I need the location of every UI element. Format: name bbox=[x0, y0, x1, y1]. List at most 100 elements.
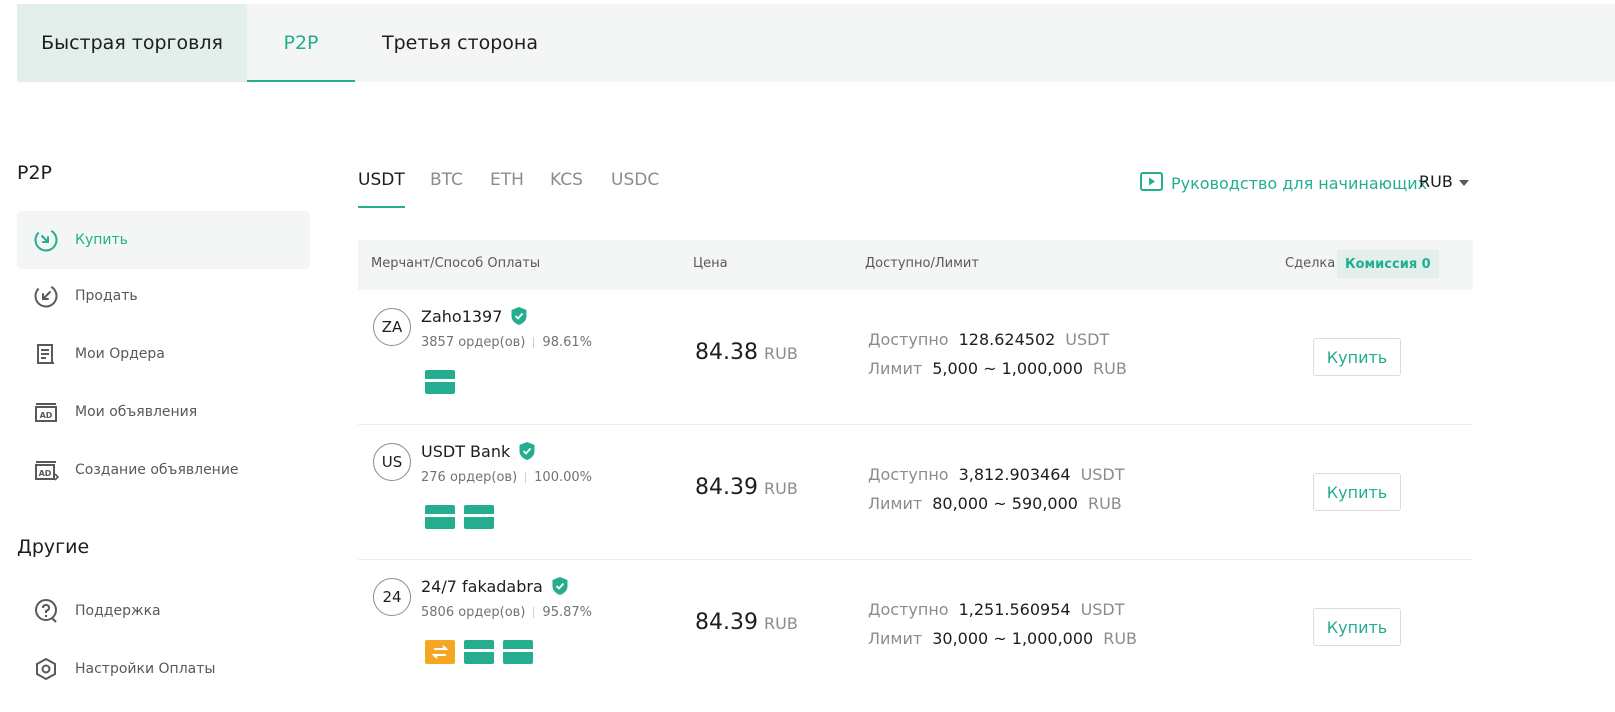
bank-card-icon bbox=[425, 505, 455, 529]
play-icon bbox=[1140, 172, 1163, 195]
sidebar-item-orders[interactable]: Мои Ордера bbox=[17, 325, 310, 383]
available-unit: USDT bbox=[1065, 330, 1110, 349]
price-value: 84.39 bbox=[695, 475, 758, 500]
order-count: 5806 ордер(ов) bbox=[421, 605, 526, 620]
merchant-stats: 276 ордер(ов) 100.00% bbox=[421, 470, 592, 485]
tab-coin-eth[interactable]: ETH bbox=[490, 170, 524, 190]
currency-select[interactable]: RUB bbox=[1419, 172, 1469, 191]
merchant-stats: 5806 ордер(ов) 95.87% bbox=[421, 605, 592, 620]
table-row: ZA Zaho1397 3857 ордер(ов) 98.61% 84.38 … bbox=[358, 290, 1473, 425]
header-available: Доступно/Лимит bbox=[865, 256, 979, 271]
create-ad-icon: AD bbox=[33, 457, 59, 483]
tab-coin-usdt[interactable]: USDT bbox=[358, 170, 405, 208]
merchant-name[interactable]: USDT Bank bbox=[421, 441, 536, 461]
limit-label: Лимит bbox=[868, 494, 923, 513]
table-row: 24 24/7 fakadabra 5806 ордер(ов) 95.87% … bbox=[358, 560, 1473, 695]
header-price: Цена bbox=[693, 256, 728, 271]
tab-third-party[interactable]: Третья сторона bbox=[382, 32, 538, 54]
divider bbox=[533, 607, 535, 618]
sidebar-heading-other: Другие bbox=[17, 536, 90, 558]
sidebar-item-buy[interactable]: Купить bbox=[17, 211, 310, 269]
sell-icon bbox=[33, 283, 59, 309]
tab-p2p[interactable]: P2P bbox=[247, 4, 355, 82]
availability: Доступно 3,812.903464 USDT Лимит 80,000 … bbox=[868, 465, 1125, 523]
buy-button[interactable]: Купить bbox=[1313, 473, 1401, 511]
price: 84.38 RUB bbox=[695, 340, 798, 365]
limit-value: 5,000 ~ 1,000,000 bbox=[932, 359, 1084, 378]
tab-quick-trade[interactable]: Быстрая торговля bbox=[17, 4, 247, 82]
table-row: US USDT Bank 276 ордер(ов) 100.00% 84.39… bbox=[358, 425, 1473, 560]
sidebar-item-payment-settings[interactable]: Настройки Оплаты bbox=[17, 640, 310, 698]
avatar: US bbox=[373, 443, 411, 481]
sidebar-item-sell[interactable]: Продать bbox=[17, 267, 310, 325]
divider bbox=[533, 337, 535, 348]
sidebar-item-label: Купить bbox=[75, 232, 128, 248]
tab-coin-usdc[interactable]: USDC bbox=[611, 170, 660, 190]
header-merchant: Мерчант/Способ Оплаты bbox=[371, 256, 541, 271]
completion-rate: 98.61% bbox=[542, 335, 592, 350]
sidebar-item-label: Мои объявления bbox=[75, 404, 198, 420]
buy-button[interactable]: Купить bbox=[1313, 338, 1401, 376]
sidebar-item-label: Мои Ордера bbox=[75, 346, 165, 362]
available-value: 128.624502 bbox=[958, 330, 1056, 349]
bank-card-icon bbox=[464, 505, 494, 529]
merchant-name-text: USDT Bank bbox=[421, 441, 511, 461]
availability: Доступно 1,251.560954 USDT Лимит 30,000 … bbox=[868, 600, 1137, 658]
sidebar-item-label: Создание объявление bbox=[75, 462, 239, 478]
merchant-name[interactable]: 24/7 fakadabra bbox=[421, 576, 569, 596]
caret-down-icon bbox=[1458, 179, 1469, 186]
svg-text:AD: AD bbox=[39, 469, 52, 478]
verified-shield-icon bbox=[510, 306, 528, 326]
svg-text:AD: AD bbox=[40, 411, 53, 420]
price: 84.39 RUB bbox=[695, 475, 798, 500]
support-icon bbox=[33, 598, 59, 624]
payment-settings-icon bbox=[33, 656, 59, 682]
available-value: 1,251.560954 bbox=[958, 600, 1071, 619]
available-label: Доступно bbox=[868, 465, 949, 484]
sidebar-item-support[interactable]: Поддержка bbox=[17, 582, 310, 640]
price-value: 84.39 bbox=[695, 610, 758, 635]
available-value: 3,812.903464 bbox=[958, 465, 1071, 484]
available-label: Доступно bbox=[868, 330, 949, 349]
avatar: 24 bbox=[373, 578, 411, 616]
merchant-name-text: 24/7 fakadabra bbox=[421, 576, 543, 596]
tab-coin-btc[interactable]: BTC bbox=[430, 170, 463, 190]
orders-icon bbox=[33, 341, 59, 367]
limit-label: Лимит bbox=[868, 359, 923, 378]
merchant-name-text: Zaho1397 bbox=[421, 306, 503, 326]
availability: Доступно 128.624502 USDT Лимит 5,000 ~ 1… bbox=[868, 330, 1127, 388]
order-count: 3857 ордер(ов) bbox=[421, 335, 526, 350]
currency-value: RUB bbox=[1419, 172, 1453, 191]
buy-button[interactable]: Купить bbox=[1313, 608, 1401, 646]
limit-value: 30,000 ~ 1,000,000 bbox=[932, 629, 1094, 648]
limit-unit: RUB bbox=[1093, 359, 1127, 378]
avatar: ZA bbox=[373, 308, 411, 346]
sidebar-item-create-ad[interactable]: AD Создание объявление bbox=[17, 441, 310, 499]
bank-transfer-icon bbox=[425, 640, 455, 664]
sidebar-item-label: Поддержка bbox=[75, 603, 161, 619]
beginner-guide-link[interactable]: Руководство для начинающих bbox=[1140, 172, 1427, 195]
payment-methods bbox=[425, 505, 503, 529]
tab-coin-kcs[interactable]: KCS bbox=[550, 170, 583, 190]
limit-unit: RUB bbox=[1087, 494, 1122, 513]
payment-methods bbox=[425, 640, 542, 664]
price-value: 84.38 bbox=[695, 340, 758, 365]
limit-label: Лимит bbox=[868, 629, 923, 648]
limit-value: 80,000 ~ 590,000 bbox=[932, 494, 1078, 513]
sidebar-item-my-ads[interactable]: AD Мои объявления bbox=[17, 383, 310, 441]
price-unit: RUB bbox=[763, 479, 798, 498]
commission-badge: Комиссия 0 bbox=[1337, 250, 1439, 278]
verified-shield-icon bbox=[518, 441, 536, 461]
verified-shield-icon bbox=[551, 576, 569, 596]
beginner-guide-label: Руководство для начинающих bbox=[1171, 174, 1428, 193]
available-label: Доступно bbox=[868, 600, 949, 619]
merchant-name[interactable]: Zaho1397 bbox=[421, 306, 528, 326]
bank-card-icon bbox=[425, 370, 455, 394]
completion-rate: 100.00% bbox=[534, 470, 592, 485]
bank-card-icon bbox=[464, 640, 494, 664]
merchant-stats: 3857 ордер(ов) 98.61% bbox=[421, 335, 592, 350]
ad-icon: AD bbox=[33, 399, 59, 425]
completion-rate: 95.87% bbox=[542, 605, 592, 620]
divider bbox=[525, 472, 527, 483]
header-deal: Сделка bbox=[1285, 256, 1336, 271]
